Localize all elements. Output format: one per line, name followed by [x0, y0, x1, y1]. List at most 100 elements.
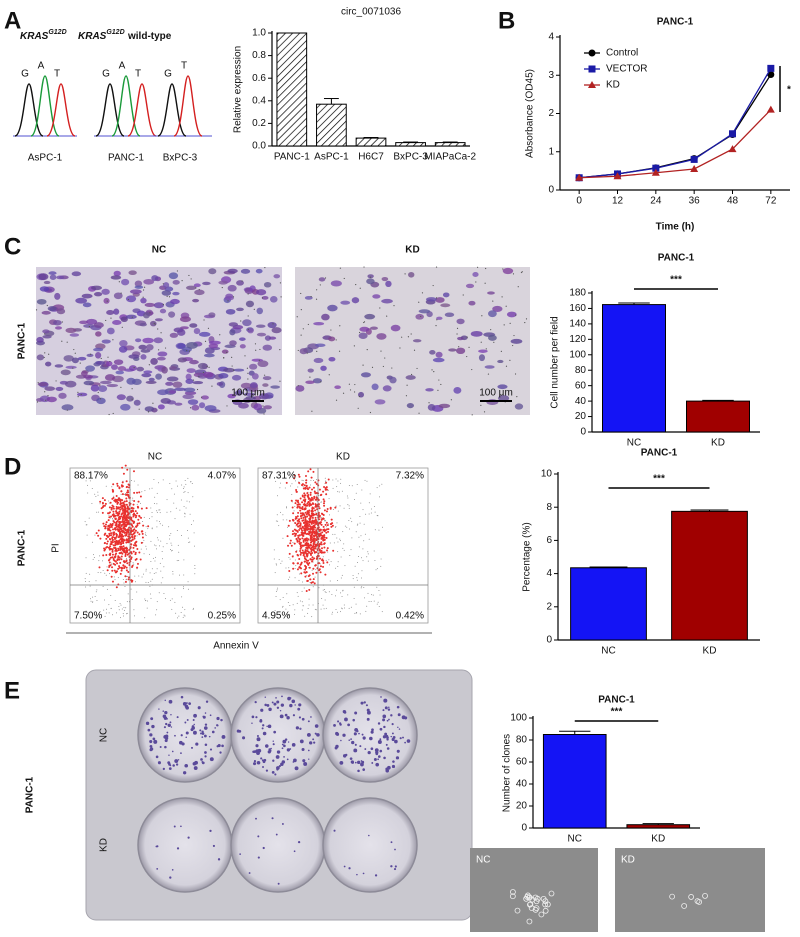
event	[184, 491, 186, 493]
event	[279, 487, 281, 489]
event	[321, 531, 324, 534]
cell	[390, 324, 401, 332]
speck	[244, 355, 246, 357]
event	[273, 549, 275, 551]
speck	[279, 349, 281, 351]
colony	[182, 701, 187, 706]
event	[132, 515, 135, 518]
genotype-label: wild-type	[127, 31, 172, 42]
event	[323, 509, 326, 512]
event	[329, 514, 331, 516]
event	[298, 542, 301, 545]
event	[305, 554, 308, 557]
event	[309, 528, 312, 531]
event	[113, 499, 116, 502]
axis-label: Annexin V	[213, 641, 259, 652]
speck	[475, 281, 477, 283]
event	[124, 575, 127, 578]
event	[163, 566, 165, 568]
event	[128, 496, 131, 499]
event	[108, 502, 110, 504]
event	[125, 538, 128, 541]
event	[111, 562, 113, 564]
event	[362, 548, 364, 550]
cell	[120, 403, 131, 411]
speck	[435, 325, 437, 327]
colony	[399, 737, 402, 740]
colony	[271, 770, 275, 774]
data-point	[690, 155, 698, 163]
event	[330, 561, 332, 563]
cell	[427, 404, 436, 411]
base-letter: A	[38, 61, 45, 72]
event	[170, 511, 172, 513]
event	[122, 545, 125, 548]
event	[159, 523, 161, 525]
colony	[398, 728, 401, 730]
event	[116, 498, 119, 501]
event	[108, 538, 111, 541]
cell	[160, 397, 171, 404]
cell	[168, 272, 179, 280]
cell	[71, 357, 79, 364]
event	[117, 547, 120, 550]
event	[278, 525, 280, 527]
event	[144, 617, 146, 619]
speck	[200, 396, 203, 398]
data-point	[729, 130, 736, 138]
event	[302, 521, 305, 524]
cell	[115, 370, 125, 375]
event	[343, 549, 345, 551]
colony	[252, 750, 255, 754]
cell	[238, 402, 249, 409]
event	[113, 569, 116, 572]
event	[126, 513, 129, 516]
colony	[396, 705, 400, 709]
colony	[271, 817, 274, 820]
event	[117, 501, 120, 504]
cell	[256, 289, 267, 296]
speck	[309, 376, 311, 378]
event	[306, 580, 309, 583]
event	[298, 481, 301, 484]
speck	[316, 289, 318, 291]
event	[109, 556, 112, 559]
event	[306, 539, 309, 542]
event	[304, 568, 307, 571]
colony	[377, 758, 379, 761]
speck	[157, 328, 159, 330]
speck	[359, 287, 361, 289]
event	[322, 525, 325, 528]
event	[160, 540, 162, 542]
event	[332, 487, 334, 489]
colony	[190, 746, 194, 749]
speck	[521, 271, 523, 273]
event	[311, 616, 313, 618]
cell	[313, 357, 324, 364]
colony	[343, 865, 346, 868]
event	[120, 506, 123, 509]
colony	[361, 760, 365, 764]
event	[324, 573, 327, 576]
cell	[186, 368, 196, 373]
event	[310, 581, 313, 584]
event	[118, 541, 121, 544]
event	[344, 525, 346, 527]
cell	[95, 331, 102, 337]
y-axis-label: Number of clones	[502, 734, 513, 812]
colony	[279, 714, 284, 719]
event	[131, 536, 134, 539]
speck	[316, 350, 318, 352]
event	[115, 550, 118, 553]
colony	[379, 749, 383, 753]
event	[282, 596, 284, 598]
event	[132, 562, 134, 564]
cell	[510, 338, 523, 344]
event	[312, 567, 315, 570]
event	[183, 491, 185, 493]
event	[280, 511, 282, 513]
event	[299, 538, 302, 541]
event	[127, 578, 130, 581]
event	[368, 538, 370, 540]
event	[331, 524, 334, 527]
